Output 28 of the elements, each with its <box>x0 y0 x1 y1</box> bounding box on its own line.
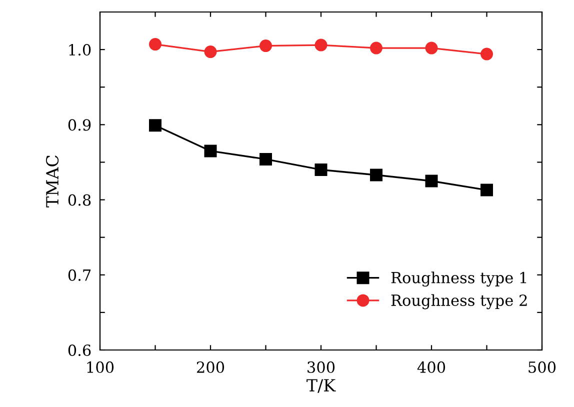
x-tick-label: 100 <box>87 361 114 373</box>
point <box>425 42 438 54</box>
point <box>480 184 493 196</box>
point <box>260 152 272 166</box>
y-tick-label: 0.9 <box>68 119 91 131</box>
x-tick-label: 400 <box>417 361 446 373</box>
point <box>260 40 272 52</box>
point <box>149 119 162 132</box>
point <box>204 144 217 158</box>
legend-label: Roughness type 1 <box>391 272 526 287</box>
y-tick-label: 0.7 <box>68 269 91 281</box>
y-tick-label: 1.0 <box>69 44 91 56</box>
y-axis-title: TMAC <box>46 156 59 208</box>
x-tick-label: 300 <box>308 361 335 373</box>
point <box>149 38 162 51</box>
point <box>370 42 382 54</box>
point <box>204 46 217 58</box>
x-tick-label: 500 <box>528 361 556 373</box>
point <box>370 168 382 182</box>
point <box>314 38 328 52</box>
x-tick-label: 200 <box>196 361 224 373</box>
x-axis-title: T/K <box>306 379 336 393</box>
point <box>425 174 438 188</box>
point <box>480 48 493 60</box>
y-tick-label: 0.6 <box>68 344 91 356</box>
legend-label: Roughness type 2 <box>391 294 527 310</box>
y-tick-label: 0.8 <box>68 194 91 206</box>
point <box>314 163 328 176</box>
